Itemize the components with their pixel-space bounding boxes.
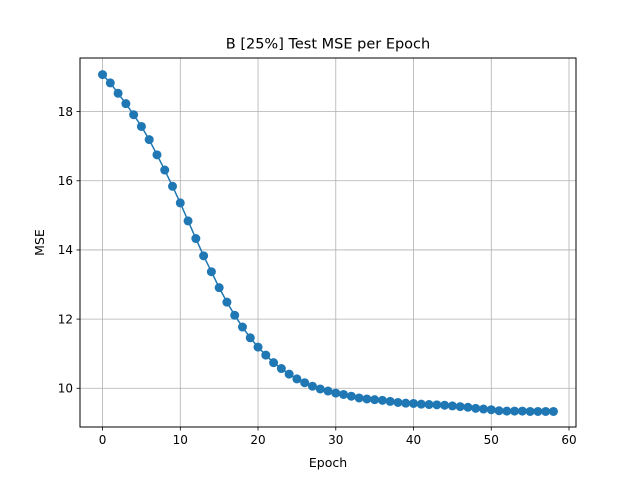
data-point (214, 283, 224, 293)
data-point (206, 267, 216, 277)
data-point (113, 88, 123, 98)
data-point (478, 404, 488, 414)
data-point (362, 394, 372, 404)
grid (80, 58, 576, 427)
y-axis-label: MSE (32, 229, 47, 256)
data-point (261, 350, 271, 360)
data-point (416, 399, 426, 409)
data-point (136, 121, 146, 131)
x-tick-label: 30 (328, 433, 343, 447)
data-point (307, 381, 317, 391)
data-point (175, 198, 185, 208)
data-point (339, 389, 349, 399)
data-point (284, 369, 294, 379)
x-tick-label: 60 (561, 433, 576, 447)
data-point (393, 397, 403, 407)
data-point (502, 406, 512, 416)
data-point (432, 400, 442, 410)
data-point (183, 216, 193, 226)
data-point (276, 364, 286, 374)
y-tick-label: 10 (58, 382, 73, 396)
data-point (463, 402, 473, 412)
y-axis: 10 12 14 16 18 (58, 105, 80, 396)
data-point (230, 310, 240, 320)
data-point (385, 396, 395, 406)
data-point (144, 135, 154, 145)
data-point (315, 384, 325, 394)
y-tick-label: 14 (58, 243, 73, 257)
series-layer (98, 70, 558, 416)
x-tick-label: 40 (406, 433, 421, 447)
data-point (370, 395, 380, 405)
data-point (525, 406, 535, 416)
data-point (471, 403, 481, 413)
data-point (105, 78, 115, 88)
y-tick-label: 18 (58, 105, 73, 119)
data-point (292, 374, 302, 384)
data-point (245, 333, 255, 343)
y-tick-label: 16 (58, 174, 73, 188)
data-point (424, 400, 434, 410)
data-point (533, 406, 543, 416)
data-point (354, 393, 364, 403)
data-point (253, 342, 263, 352)
data-point (121, 99, 131, 109)
data-point (510, 406, 520, 416)
data-point (160, 165, 170, 175)
data-point (168, 181, 178, 191)
data-point (409, 398, 419, 408)
x-tick-label: 50 (484, 433, 499, 447)
data-point (447, 401, 457, 411)
data-point (401, 398, 411, 408)
data-point (541, 406, 551, 416)
data-point (346, 391, 356, 401)
data-point (300, 378, 310, 388)
data-point (455, 402, 465, 412)
data-point (323, 386, 333, 396)
data-point (191, 234, 201, 244)
data-point (222, 297, 232, 307)
data-point (548, 406, 558, 416)
data-point (331, 388, 341, 398)
y-tick-label: 12 (58, 312, 73, 326)
x-tick-label: 10 (173, 433, 188, 447)
data-point (440, 400, 450, 410)
data-point (517, 406, 527, 416)
data-point (152, 150, 162, 160)
data-point (237, 322, 247, 332)
data-point (129, 110, 139, 120)
x-tick-label: 0 (99, 433, 107, 447)
plot-frame (79, 57, 577, 428)
data-point (269, 358, 279, 368)
chart-title: B [25%] Test MSE per Epoch (226, 37, 430, 53)
data-point (98, 70, 108, 80)
x-axis-label: Epoch (309, 455, 347, 470)
data-point (377, 395, 387, 405)
data-point (494, 406, 504, 416)
x-tick-label: 20 (250, 433, 265, 447)
data-point (199, 251, 209, 261)
x-axis: 0 10 20 30 40 50 60 (99, 427, 577, 447)
data-point (486, 405, 496, 415)
